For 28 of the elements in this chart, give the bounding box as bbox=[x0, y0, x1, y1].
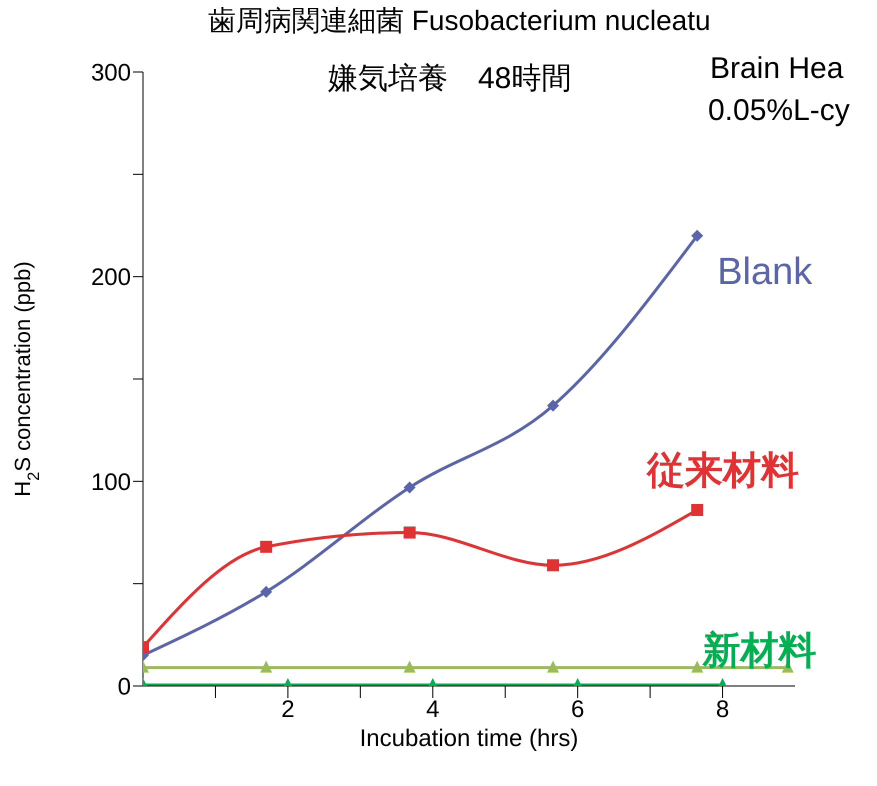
point bbox=[404, 526, 416, 538]
y-tick-label: 200 bbox=[90, 264, 131, 292]
point bbox=[260, 660, 272, 673]
y-tick-label: 0 bbox=[118, 674, 131, 701]
series-label: 新材料 bbox=[702, 628, 817, 674]
series-label: 従来材料 bbox=[647, 448, 800, 494]
chart-title: 歯周病関連細菌 Fusobacterium nucleatu bbox=[208, 4, 711, 38]
point bbox=[404, 660, 416, 673]
point bbox=[260, 586, 272, 598]
chart-subtitle: 嫌気培養 48時間 bbox=[328, 61, 572, 97]
point bbox=[547, 559, 560, 572]
point bbox=[691, 660, 704, 673]
x-tick-label: 8 bbox=[716, 696, 730, 724]
point bbox=[404, 481, 416, 494]
y-tick-label: 300 bbox=[90, 60, 131, 87]
point bbox=[691, 504, 704, 516]
x-tick-label: 6 bbox=[570, 696, 584, 724]
annotation: 0.05%L-cy bbox=[708, 94, 850, 128]
annotation: Brain Hea bbox=[710, 52, 844, 86]
series-label: Blank bbox=[717, 250, 812, 294]
point bbox=[260, 540, 272, 553]
x-axis-title: Incubation time (hrs) bbox=[360, 725, 578, 752]
point bbox=[547, 400, 560, 412]
point bbox=[691, 230, 704, 242]
point bbox=[547, 660, 560, 673]
y-tick-label: 100 bbox=[90, 468, 131, 496]
x-tick-label: 4 bbox=[426, 696, 440, 724]
x-tick-label: 2 bbox=[281, 696, 295, 724]
